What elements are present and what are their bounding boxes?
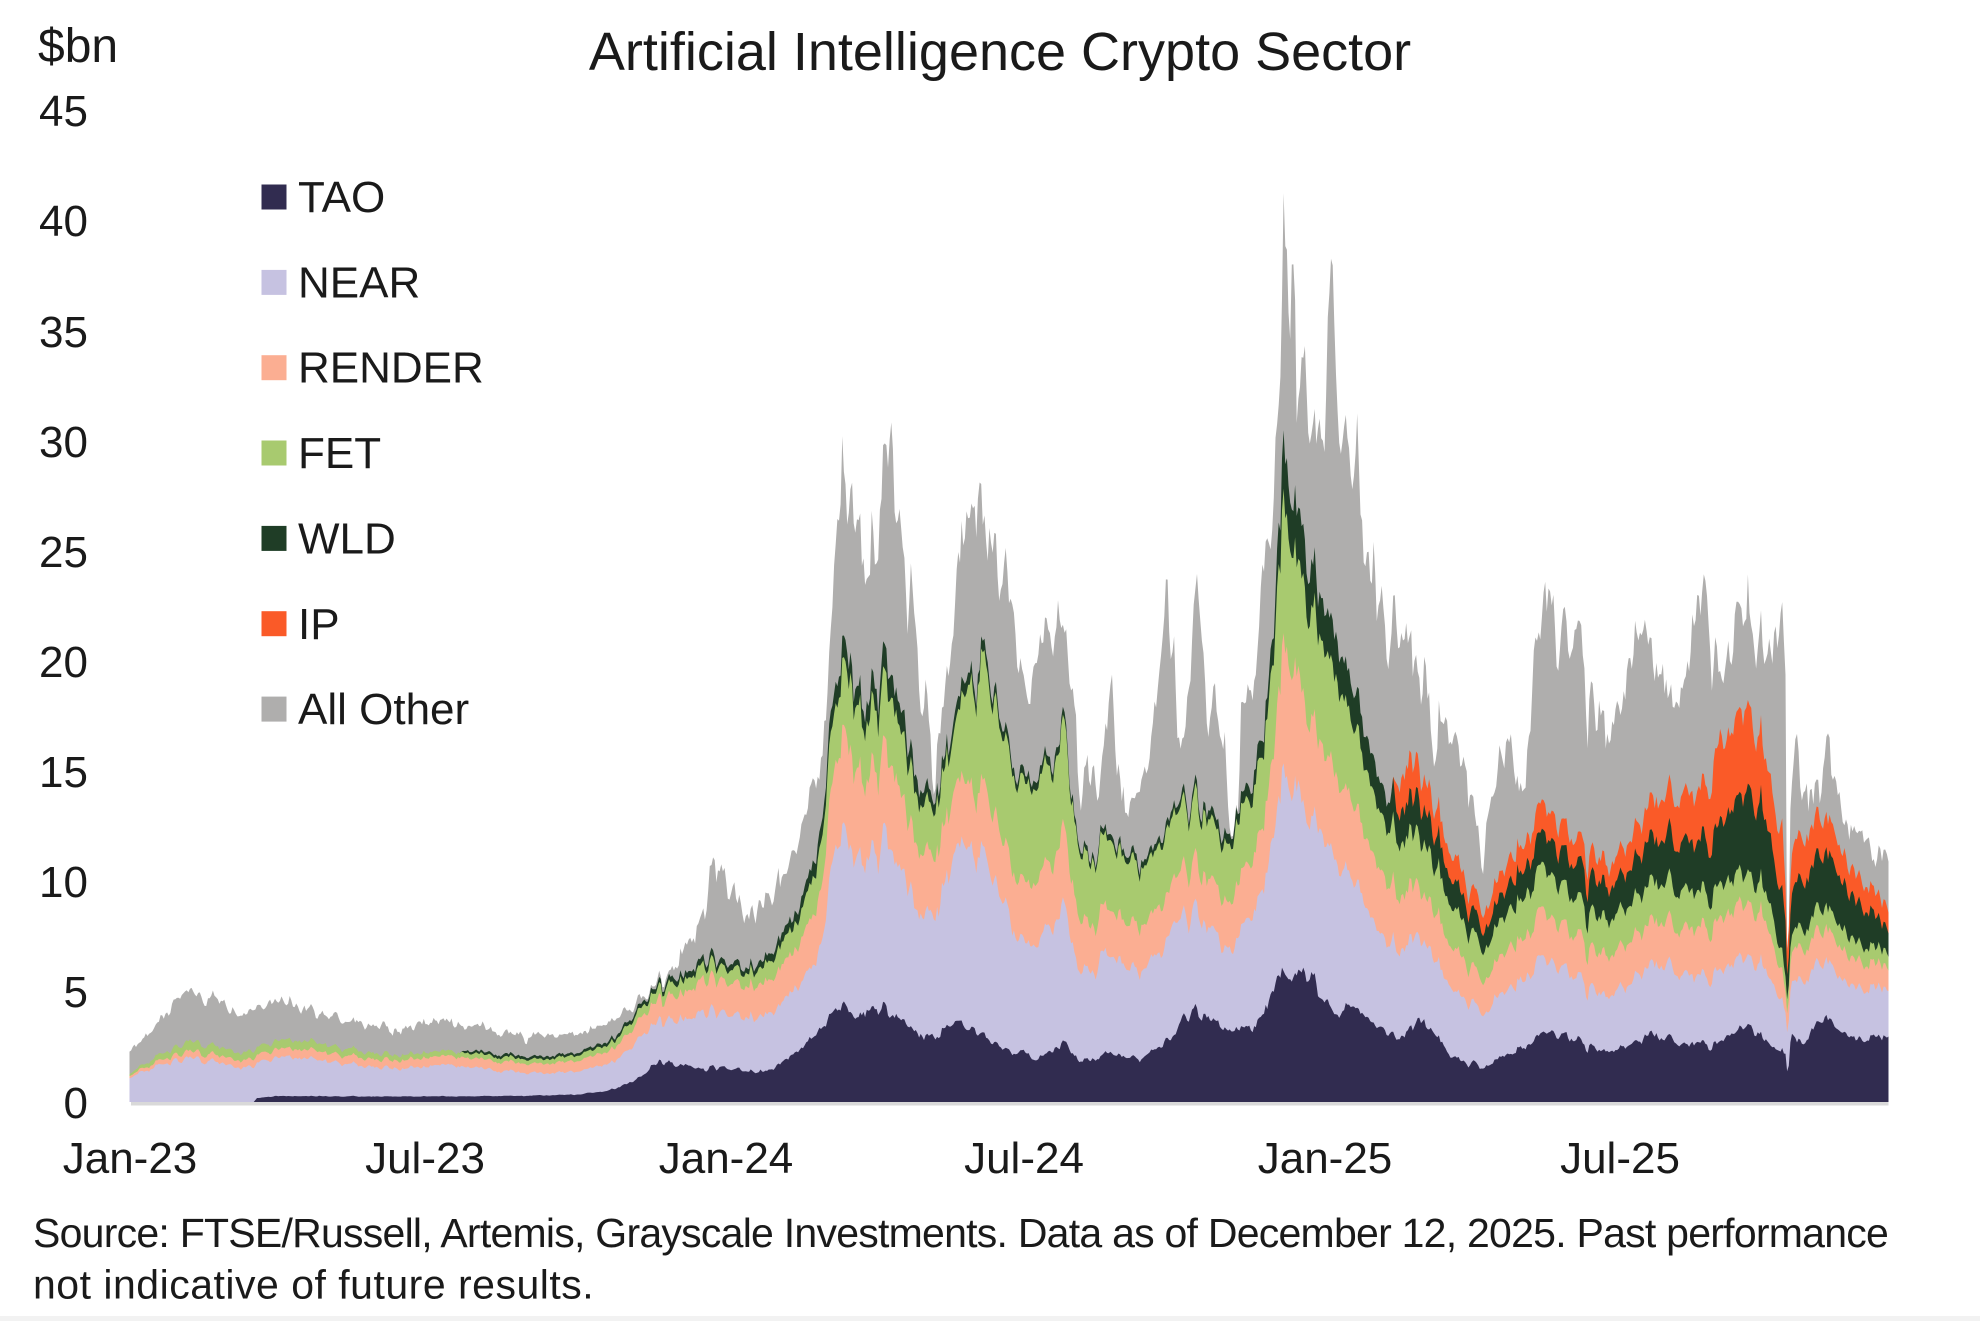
svg-text:Jul‑24: Jul‑24 (964, 1134, 1084, 1183)
svg-text:Jan‑23: Jan‑23 (63, 1134, 198, 1183)
svg-text:TAO: TAO (298, 173, 385, 222)
svg-text:30: 30 (39, 418, 88, 467)
svg-text:40: 40 (39, 197, 88, 246)
svg-text:All Other: All Other (298, 685, 469, 734)
svg-text:Jul‑23: Jul‑23 (365, 1134, 485, 1183)
svg-text:Artificial Intelligence Crypto: Artificial Intelligence Crypto Sector (589, 22, 1411, 82)
svg-text:IP: IP (298, 600, 340, 649)
svg-text:5: 5 (64, 968, 88, 1017)
svg-text:FET: FET (298, 429, 381, 478)
svg-text:Jan‑25: Jan‑25 (1258, 1134, 1393, 1183)
svg-text:20: 20 (39, 638, 88, 687)
svg-text:not indicative of future resul: not indicative of future results. (33, 1262, 594, 1308)
svg-text:Source: FTSE/Russell, Artemis,: Source: FTSE/Russell, Artemis, Grayscale… (33, 1210, 1888, 1256)
svg-text:10: 10 (39, 858, 88, 907)
svg-text:35: 35 (39, 308, 88, 357)
svg-text:0: 0 (64, 1079, 88, 1128)
svg-text:Jan‑24: Jan‑24 (659, 1134, 794, 1183)
svg-text:NEAR: NEAR (298, 258, 420, 307)
svg-text:Jul‑25: Jul‑25 (1560, 1134, 1680, 1183)
svg-text:RENDER: RENDER (298, 344, 484, 393)
svg-text:45: 45 (39, 87, 88, 136)
svg-text:WLD: WLD (298, 514, 396, 563)
svg-text:15: 15 (39, 748, 88, 797)
svg-text:$bn: $bn (38, 20, 118, 73)
svg-text:25: 25 (39, 528, 88, 577)
